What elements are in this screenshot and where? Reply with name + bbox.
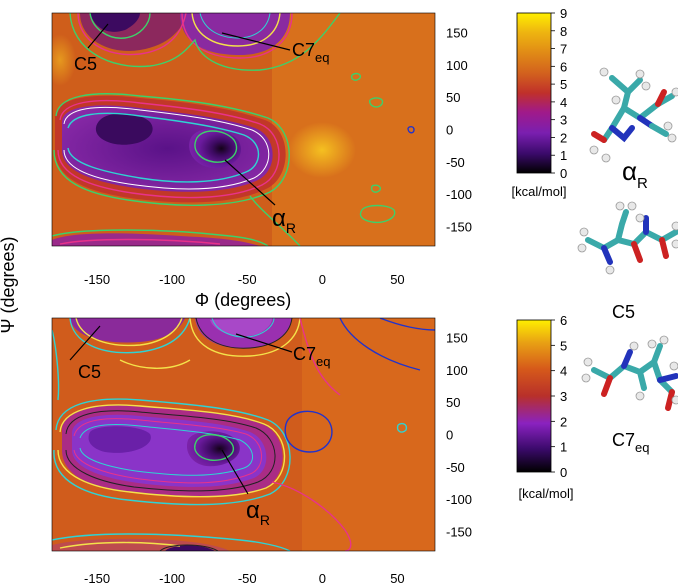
y-tick-label: 150 [446,330,468,345]
top-c7eq-pointer [221,32,291,51]
c5-molecule: C5 [577,201,678,322]
colorbar-tick-label: 4 [560,364,567,379]
x-tick-label: 0 [319,272,326,287]
y-tick-label: 100 [446,363,468,378]
x-tick-label: 50 [390,272,404,287]
top-c7eq-basin [180,13,290,55]
top-colorbar-label: [kcal/mol] [512,184,567,199]
y-tick-label: 50 [446,90,460,105]
top-alpha-pointer [224,159,276,206]
top-c5-label: C5 [74,54,97,74]
top-x-tick-labels: -150 -100 -50 0 50 [84,272,405,287]
c7eq-caption: C7eq [612,430,649,455]
colorbar-tick-label: 2 [560,130,567,145]
top-colorbar-ticks: 9 8 7 6 5 4 3 2 1 0 [551,6,567,181]
x-tick-label: 50 [390,571,404,586]
top-alpha-label: αR [272,205,296,236]
bottom-colorbar-ticks: 6 5 4 3 2 1 0 [551,313,567,480]
colorbar-tick-label: 0 [560,166,567,181]
colorbar-tick-label: 3 [560,389,567,404]
top-contour-lines [52,13,415,246]
top-c5-pointer [87,23,109,49]
x-tick-label: -150 [84,571,110,586]
y-tick-label: 100 [446,58,468,73]
alpha-r-caption: αR [622,156,648,192]
colorbar-tick-label: 1 [560,440,567,455]
bottom-colorbar-label: [kcal/mol] [519,486,574,501]
colorbar-tick-label: 8 [560,24,567,39]
colorbar-tick-label: 1 [560,148,567,163]
colorbar-tick-label: 0 [560,465,567,480]
y-tick-label: 0 [446,428,453,443]
x-tick-label: -100 [159,571,185,586]
colorbar-tick-label: 3 [560,113,567,128]
y-tick-label: -150 [446,525,472,540]
x-tick-label: -150 [84,272,110,287]
bottom-c5-basin [70,318,185,343]
colorbar-tick-label: 5 [560,338,567,353]
colorbar-tick-label: 6 [560,59,567,74]
top-colorbar [516,12,552,174]
colorbar-tick-label: 7 [560,42,567,57]
c5-caption: C5 [612,302,635,322]
bottom-contour-lines [52,318,435,551]
y-tick-label: -150 [446,220,472,235]
colorbar-tick-label: 2 [560,414,567,429]
bottom-c5-pointer [69,325,101,361]
y-tick-label: -50 [446,460,465,475]
bottom-c5-label: C5 [78,362,101,382]
y-tick-label: -100 [446,492,472,507]
top-c7eq-label: C7eq [292,40,329,65]
y-axis-label: Ψ (degrees) [0,236,18,333]
colorbar-tick-label: 4 [560,95,567,110]
y-tick-label: -100 [446,187,472,202]
alpha-r-molecule: αR [589,67,678,192]
y-tick-label: 150 [446,25,468,40]
bottom-c7eq-pointer [235,333,293,353]
bottom-x-tick-labels: -150 -100 -50 0 50 [84,571,405,586]
bottom-colorbar [516,319,552,473]
colorbar-tick-label: 5 [560,77,567,92]
x-tick-label: -50 [238,571,257,586]
colorbar-tick-label: 6 [560,313,567,328]
x-tick-label: -100 [159,272,185,287]
bottom-alpha-pointer [221,449,249,495]
x-tick-label: 0 [319,571,326,586]
y-tick-label: -50 [446,155,465,170]
top-y-tick-labels: 150 100 50 0 -50 -100 -150 [446,25,472,234]
bottom-alpha-label: αR [246,497,270,528]
c7eq-molecule: C7eq [581,335,678,455]
bottom-y-tick-labels: 150 100 50 0 -50 -100 -150 [446,330,472,539]
y-tick-label: 50 [446,395,460,410]
y-tick-label: 0 [446,123,453,138]
x-tick-label: -50 [238,272,257,287]
colorbar-tick-label: 9 [560,6,567,21]
top-high-energy-spot [288,122,356,178]
bottom-c7eq-label: C7eq [293,344,330,369]
top-x-axis-label: Φ (degrees) [195,290,291,310]
